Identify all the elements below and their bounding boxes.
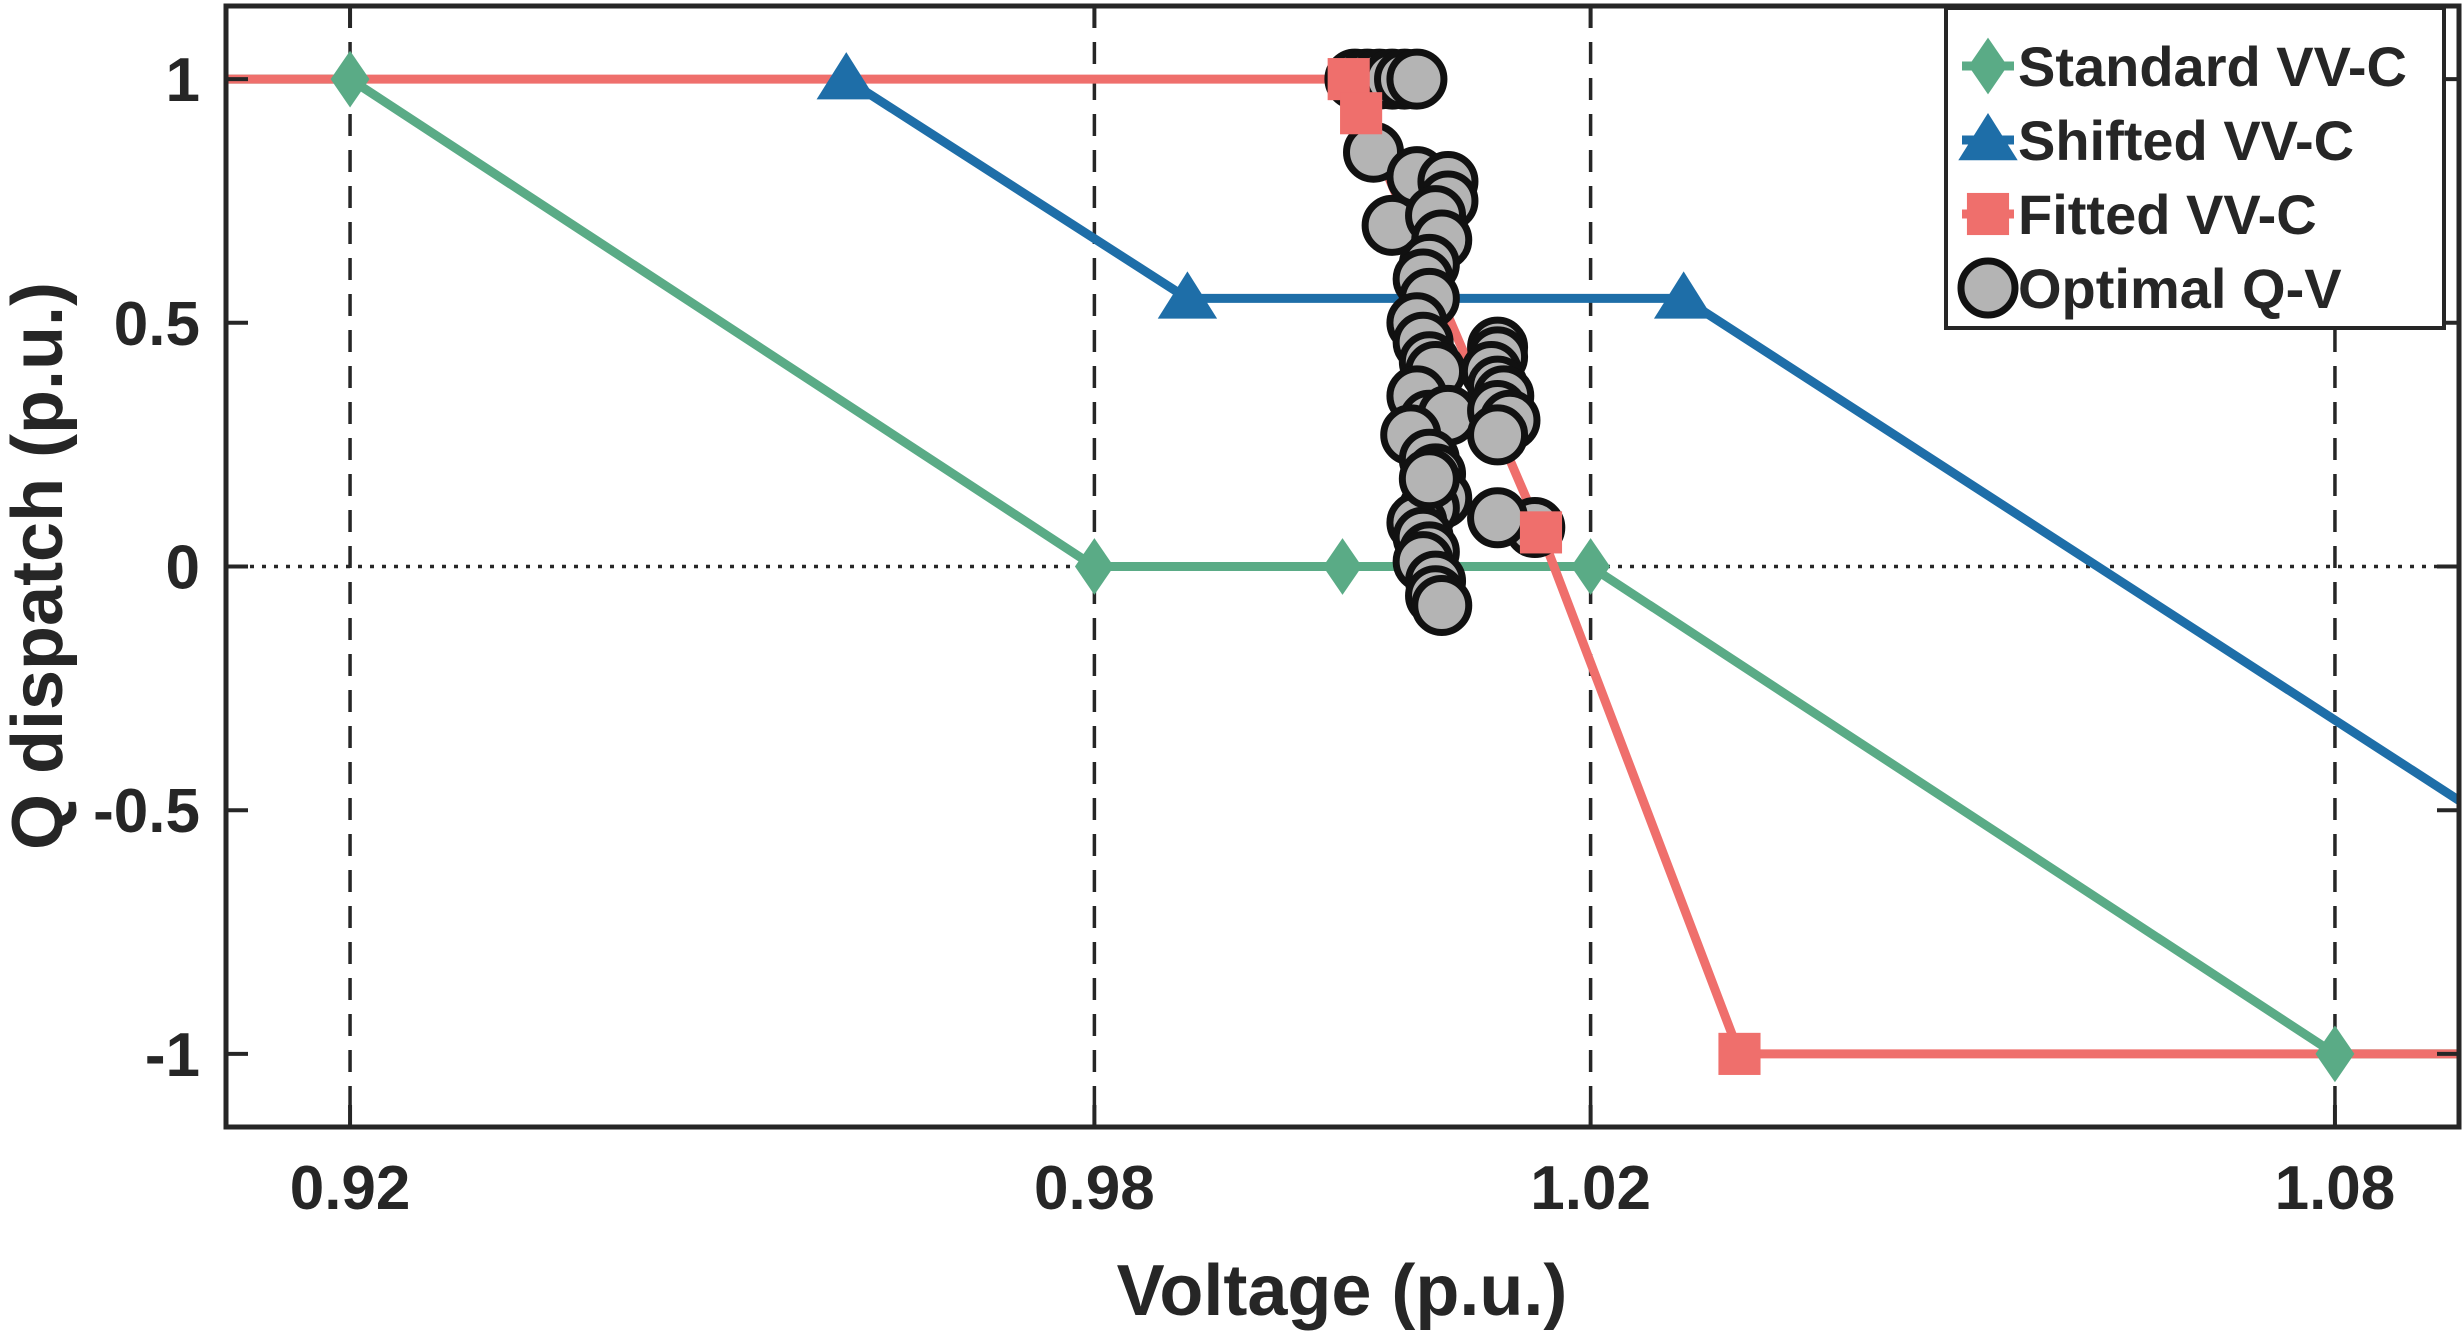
legend: Standard VV-C Shifted VV-C Fitted VV-C Opti… [1944, 6, 2446, 330]
standard-vv-c-marker [2315, 1025, 2355, 1083]
fitted-vv-c-marker [1340, 92, 1383, 135]
legend-box [1944, 6, 2446, 330]
shifted-vv-c-marker [1653, 271, 1714, 319]
standard-vv-c-marker [1571, 538, 1611, 595]
standard-vv-c-marker [330, 50, 370, 108]
legend-label: Optimal Q-V [2018, 257, 2342, 320]
y-tick-label: 1 [166, 46, 200, 115]
x-tick-label: 0.98 [1034, 1154, 1155, 1223]
legend-label: Shifted VV-C [2018, 109, 2354, 172]
shifted-vv-c-marker [816, 52, 876, 100]
y-tick-label: -1 [145, 1021, 200, 1090]
y-tick-label: -0.5 [93, 777, 200, 846]
optimal-q-v-point [1411, 574, 1473, 636]
legend-label: Standard VV-C [2018, 35, 2407, 98]
legend-fitted-vv-c-marker [1966, 192, 2010, 236]
optimal-q-v-point [1398, 448, 1460, 510]
axis-ticks: 0.92 0.98 1.02 1.08 1 0.5 0 -0.5 -1 [93, 6, 2459, 1223]
legend-label: Fitted VV-C [2018, 183, 2317, 246]
fitted-vv-c-marker [1519, 511, 1563, 554]
y-axis-label: Q dispatch (p.u.) [0, 282, 78, 850]
fitted-vv-c-marker [1718, 1032, 1761, 1075]
optimal-q-v-point [1467, 404, 1529, 466]
x-tick-label: 1.02 [1530, 1154, 1651, 1223]
standard-vv-c-marker [1323, 538, 1362, 595]
x-tick-label: 0.92 [290, 1154, 411, 1223]
optimal-q-v-point [1386, 48, 1448, 110]
optimal-q-v-point [1467, 487, 1529, 549]
x-tick-label: 1.08 [2275, 1154, 2396, 1223]
legend-shifted-vv-c-marker [1958, 113, 2018, 161]
shifted-vv-c-marker [1157, 271, 1218, 319]
legend-optimal-q-v-marker [1957, 257, 2019, 319]
y-tick-label: 0.5 [114, 290, 200, 359]
legend-standard-vv-c-marker [1968, 37, 2008, 95]
x-axis-label: Voltage (p.u.) [1117, 1251, 1568, 1331]
fitted-vv-c-line [226, 74, 2459, 1059]
y-tick-label: 0 [166, 534, 200, 603]
standard-vv-c-marker [1074, 538, 1114, 595]
